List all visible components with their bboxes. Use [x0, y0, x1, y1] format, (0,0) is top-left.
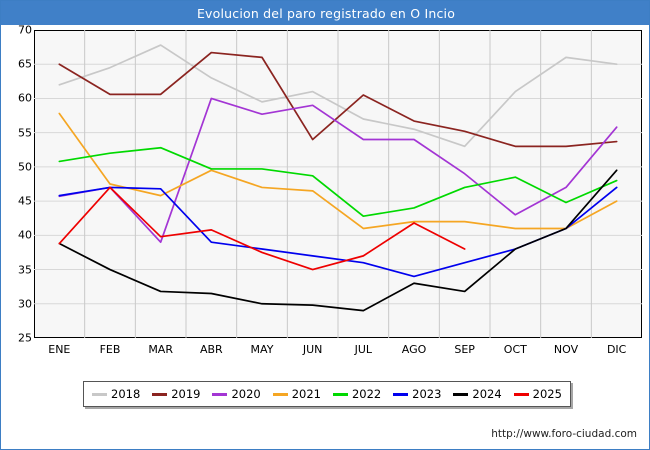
legend-label: 2024 — [472, 387, 502, 401]
y-tick-label: 50 — [18, 160, 32, 174]
x-tick-label: NOV — [553, 343, 579, 356]
y-tick-label: 45 — [18, 194, 32, 208]
line-chart-svg — [34, 30, 642, 338]
legend-item-2025[interactable]: 2025 — [513, 387, 562, 401]
series-line-2019 — [58, 51, 618, 148]
legend-label: 2019 — [171, 387, 201, 401]
x-tick-label: MAY — [250, 343, 274, 356]
legend-swatch-icon — [272, 392, 288, 396]
legend-swatch-icon — [212, 392, 228, 396]
legend-label: 2025 — [532, 387, 562, 401]
y-tick-label: 40 — [18, 228, 32, 242]
y-tick-label: 35 — [18, 263, 32, 277]
y-tick-label: 25 — [18, 331, 32, 345]
legend-item-2022[interactable]: 2022 — [332, 387, 382, 401]
y-tick-label: 60 — [18, 91, 32, 105]
series-line-2022 — [58, 146, 618, 218]
x-axis-labels: ENE FEB MAR ABR MAY JUN JUL AGO SEP OCT NOV DIC — [34, 341, 642, 363]
y-tick-label: 55 — [18, 126, 32, 140]
legend-swatch-icon — [513, 392, 529, 396]
chart-legend: 2018 2019 2020 2021 2022 2023 2024 2025 — [83, 381, 571, 407]
x-tick-label: FEB — [99, 343, 121, 356]
legend-label: 2023 — [412, 387, 442, 401]
x-tick-label: ABR — [199, 343, 223, 356]
x-tick-label: OCT — [503, 343, 527, 356]
legend-swatch-icon — [152, 392, 168, 396]
x-tick-label: JUL — [354, 343, 373, 356]
legend-swatch-icon — [332, 392, 348, 396]
series-line-2025 — [58, 186, 466, 271]
legend-label: 2020 — [231, 387, 261, 401]
x-tick-label: JUN — [302, 343, 323, 356]
chart-canvas: 70 65 60 55 50 45 40 35 30 25 ENE FEB MAR ABR MAY JUN J… — [1, 24, 649, 356]
legend-swatch-icon — [92, 392, 107, 396]
legend-swatch-icon — [393, 392, 409, 396]
x-tick-label: ENE — [48, 343, 71, 356]
window-title-bar: Evolucion del paro registrado en O Incio — [1, 1, 649, 25]
x-tick-label: MAR — [148, 343, 173, 356]
y-tick-label: 30 — [18, 297, 32, 311]
legend-swatch-icon — [453, 392, 469, 396]
x-tick-label: AGO — [401, 343, 427, 356]
legend-label: 2018 — [111, 387, 141, 401]
y-tick-label: 65 — [18, 57, 32, 71]
series-line-2024 — [58, 169, 618, 312]
y-axis-labels: 70 65 60 55 50 45 40 35 30 25 — [1, 24, 32, 345]
legend-item-2021[interactable]: 2021 — [272, 387, 321, 401]
legend-item-2020[interactable]: 2020 — [212, 387, 261, 401]
legend-label: 2022 — [351, 387, 382, 401]
page-title: Evolucion del paro registrado en O Incio — [196, 5, 456, 21]
x-tick-label: SEP — [454, 343, 475, 356]
y-tick-label: 70 — [18, 23, 32, 37]
legend-item-2024[interactable]: 2024 — [453, 387, 502, 401]
x-tick-label: DIC — [606, 343, 627, 356]
legend-label: 2021 — [291, 387, 321, 401]
legend-item-2023[interactable]: 2023 — [393, 387, 441, 401]
series-line-2021 — [58, 112, 618, 230]
source-url: http://www.foro-ciudad.com — [491, 428, 637, 440]
series-line-2018 — [58, 44, 618, 148]
legend-item-2019[interactable]: 2019 — [152, 387, 201, 401]
series-line-2020 — [58, 97, 618, 244]
legend-item-2018[interactable]: 2018 — [92, 387, 140, 401]
